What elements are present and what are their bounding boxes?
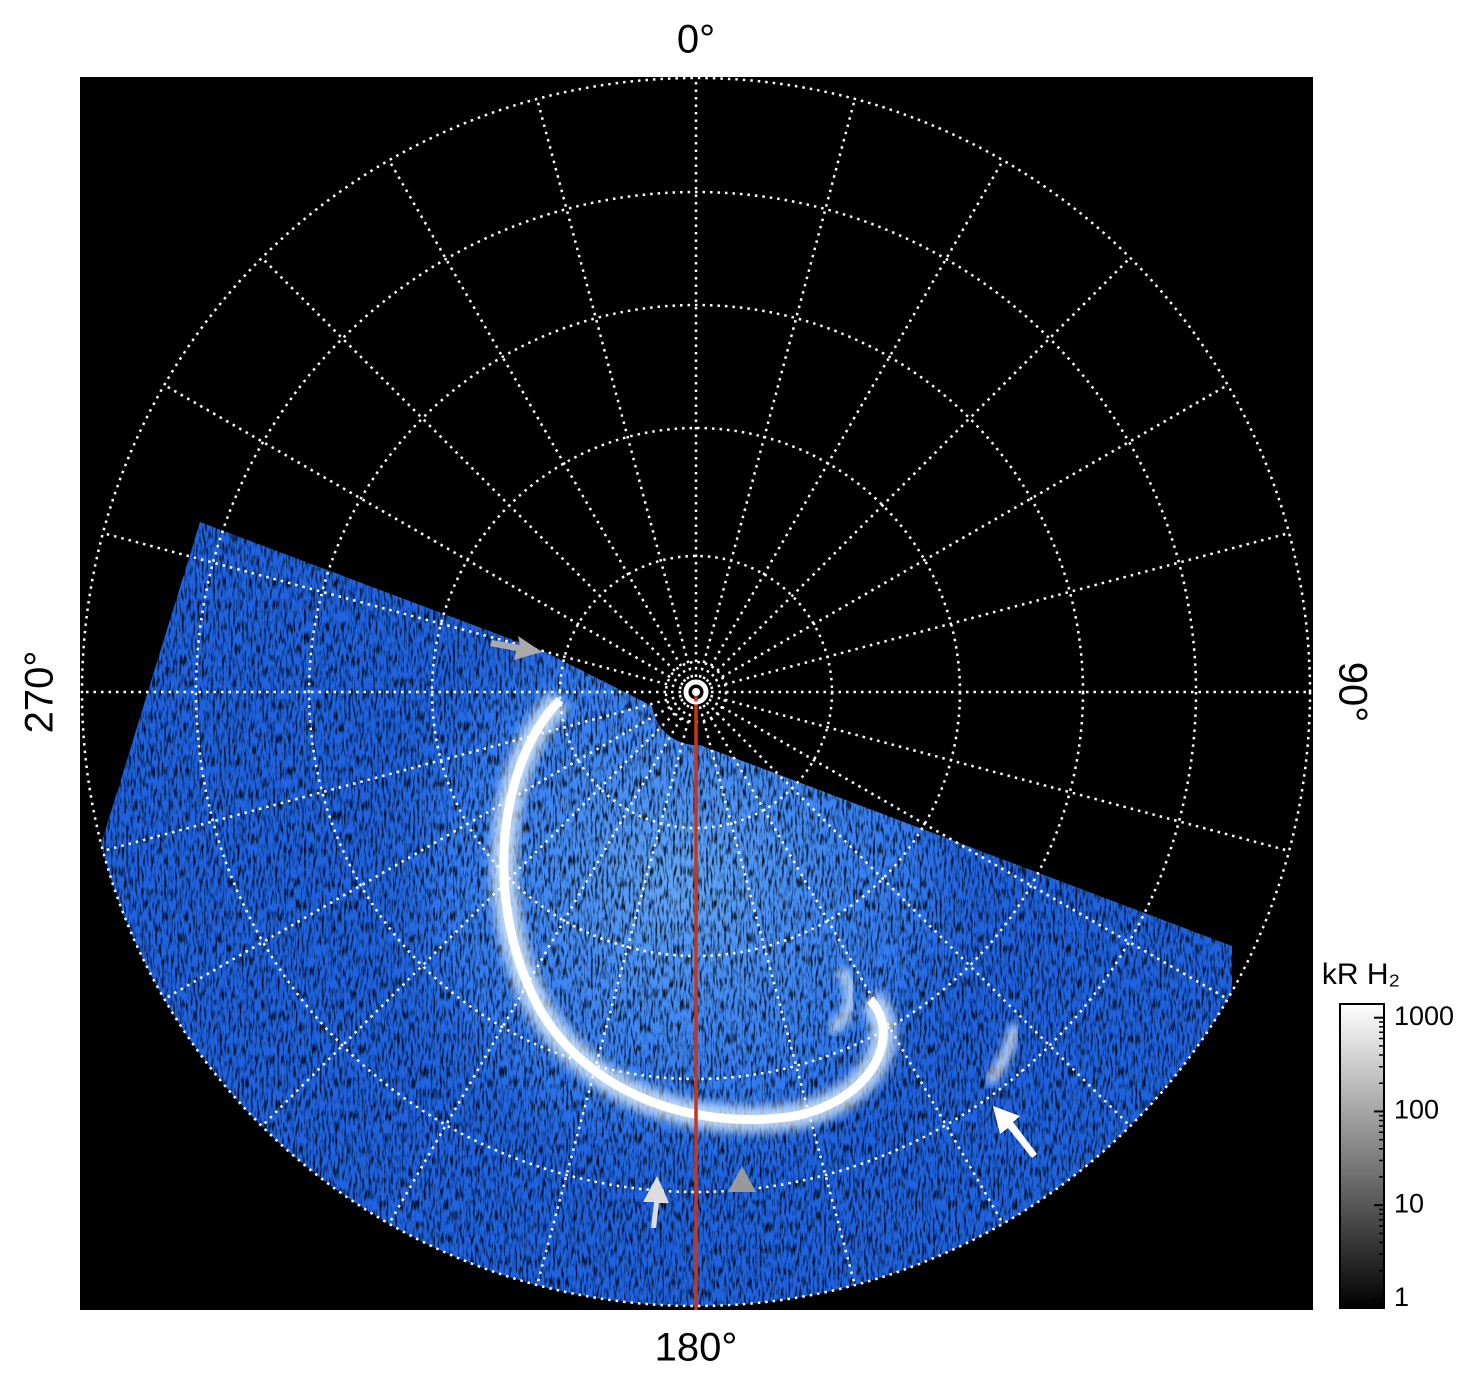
grid-radial — [695, 531, 1290, 694]
angle-label: 0° — [677, 18, 715, 62]
grid-radial — [260, 691, 697, 1128]
grid-radial — [260, 256, 697, 693]
arrow-head — [728, 1166, 756, 1192]
pole-marker — [683, 679, 709, 705]
colorbar-tick-label: 1000 — [1394, 1001, 1454, 1031]
colorbar-label: kR H₂ — [1322, 958, 1400, 991]
colorbar-tick-label: 10 — [1394, 1188, 1424, 1218]
grid-radial — [102, 531, 697, 694]
grid-radial — [694, 691, 857, 1286]
pole-marker — [692, 688, 700, 696]
grid-radial — [535, 98, 698, 693]
colorbar-tick-label: 100 — [1394, 1095, 1439, 1125]
grid-radial — [695, 383, 1229, 694]
angle-label: 180° — [655, 1326, 738, 1370]
grid-radial — [695, 690, 1290, 853]
grid-radial — [163, 690, 697, 1001]
arrow — [643, 1176, 669, 1228]
grid-circle — [194, 190, 1198, 1194]
grid-radial — [102, 690, 697, 853]
grid-radial — [387, 691, 698, 1225]
grid-radial — [163, 383, 697, 694]
angle-label: 90° — [1330, 662, 1374, 723]
angle-label: 270° — [18, 651, 62, 734]
grid-radial — [695, 691, 1132, 1128]
grid-radial — [695, 690, 1229, 1001]
colorbar-tick-label: 1 — [1394, 1282, 1409, 1312]
grid-radial — [695, 256, 1132, 693]
grid-circle — [80, 76, 1312, 1308]
arrow — [993, 1106, 1037, 1158]
colorbar-gradient — [1339, 1003, 1385, 1309]
grid-radial — [535, 691, 698, 1286]
colorbar: 1 10 100 1000 — [1339, 1001, 1454, 1312]
aurora-image — [90, 522, 1232, 1306]
arrow — [490, 636, 542, 660]
grid-radial — [694, 159, 1005, 693]
grid-radial — [694, 98, 857, 693]
grid-radial — [694, 691, 1005, 1225]
grid-radial — [387, 159, 698, 693]
